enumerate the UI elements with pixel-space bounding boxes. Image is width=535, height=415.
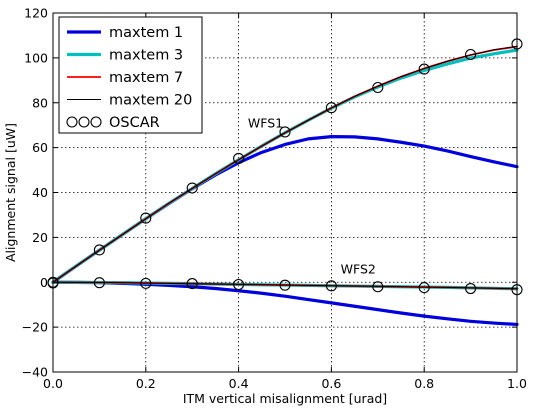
oscar-marker-wfs2	[418, 282, 430, 294]
oscar-marker-wfs1	[325, 102, 337, 114]
y-tick-label: 80	[32, 95, 48, 110]
legend-sample-oscar	[90, 116, 102, 128]
y-axis-label: Alignment signal [uW]	[3, 123, 18, 262]
annotation-wfs2: WFS2	[341, 261, 376, 276]
x-tick-label: 0.6	[321, 376, 341, 391]
annotation-wfs1: WFS1	[248, 115, 283, 130]
y-tick-label: 100	[24, 50, 48, 65]
legend-label-maxtem-3: maxtem 3	[109, 48, 183, 64]
oscar-marker-wfs1	[418, 63, 430, 75]
oscar-marker-wfs1	[465, 48, 477, 61]
series-wfs2-maxtem-20	[52, 281, 518, 290]
oscar-marker-wfs2	[233, 278, 245, 291]
y-tick-label: −40	[22, 365, 48, 380]
y-tick-label: −20	[22, 320, 48, 335]
y-tick-label: 0	[40, 275, 48, 290]
series-lines	[51, 45, 519, 327]
oscar-marker-wfs2	[140, 277, 152, 289]
oscar-marker-wfs1	[93, 244, 105, 256]
y-tick-label: 20	[32, 230, 48, 245]
legend-sample-oscar	[78, 116, 90, 128]
oscar-marker-wfs2	[93, 277, 105, 289]
legend-label-maxtem-7: maxtem 7	[109, 70, 183, 86]
legend-sample-oscar	[66, 116, 78, 128]
x-tick-label: 0.0	[43, 376, 63, 391]
y-tick-label: 40	[32, 185, 48, 200]
legend: maxtem 1 maxtem 3 maxtem 7 maxtem 20 OSC…	[58, 16, 203, 134]
y-tick-label: 60	[32, 140, 48, 155]
legend-box	[58, 16, 203, 134]
series-wfs1-maxtem-20	[52, 45, 518, 283]
x-tick-label: 1.0	[507, 376, 527, 391]
oscar-marker-wfs2	[465, 282, 477, 295]
legend-label-maxtem-1: maxtem 1	[109, 25, 183, 41]
legend-label-maxtem-20: maxtem 20	[109, 93, 192, 109]
oscar-marker-wfs2	[325, 280, 337, 292]
oscar-marker-wfs2	[186, 278, 198, 290]
oscar-marker-wfs1	[372, 81, 384, 94]
y-tick-label: 120	[24, 6, 48, 21]
oscar-marker-wfs1	[233, 152, 245, 164]
x-tick-label: 0.8	[414, 376, 434, 391]
oscar-marker-wfs2	[372, 281, 384, 293]
legend-label-oscar: OSCAR	[109, 115, 160, 131]
axis-ticks: 0.0 0.2 0.4 0.6 0.8 1.0 −40 −20 0 20 40 60 80 100 120	[22, 6, 527, 392]
x-tick-label: 0.2	[136, 376, 156, 391]
oscar-marker-wfs1	[279, 126, 291, 138]
x-tick-label: 0.4	[229, 376, 249, 391]
oscar-marker-wfs2	[279, 279, 291, 291]
oscar-marker-wfs1	[140, 212, 152, 224]
oscar-marker-wfs1	[186, 182, 198, 194]
legend-samples	[66, 30, 102, 128]
x-axis-label: ITM vertical misalignment [urad]	[183, 391, 387, 406]
